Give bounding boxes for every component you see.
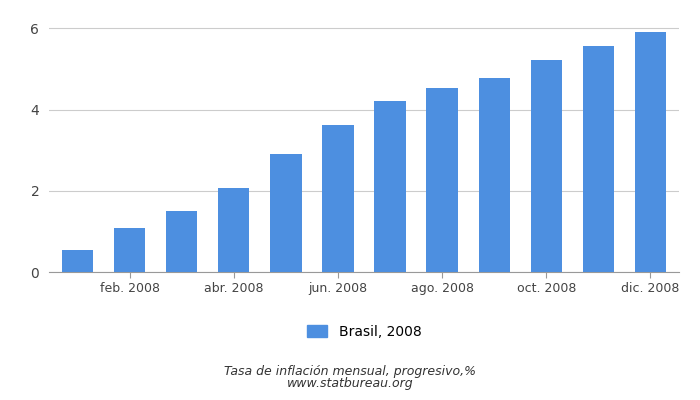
Bar bbox=[322, 125, 354, 272]
Bar bbox=[374, 101, 406, 272]
Bar bbox=[426, 88, 458, 272]
Bar bbox=[635, 32, 666, 272]
Bar bbox=[270, 154, 302, 272]
Text: Tasa de inflación mensual, progresivo,%: Tasa de inflación mensual, progresivo,% bbox=[224, 366, 476, 378]
Bar bbox=[62, 250, 93, 272]
Bar bbox=[218, 188, 249, 272]
Legend: Brasil, 2008: Brasil, 2008 bbox=[300, 318, 428, 346]
Bar bbox=[114, 228, 146, 272]
Bar bbox=[479, 78, 510, 272]
Bar bbox=[582, 46, 614, 272]
Bar bbox=[166, 212, 197, 272]
Text: www.statbureau.org: www.statbureau.org bbox=[287, 378, 413, 390]
Bar bbox=[531, 60, 562, 272]
